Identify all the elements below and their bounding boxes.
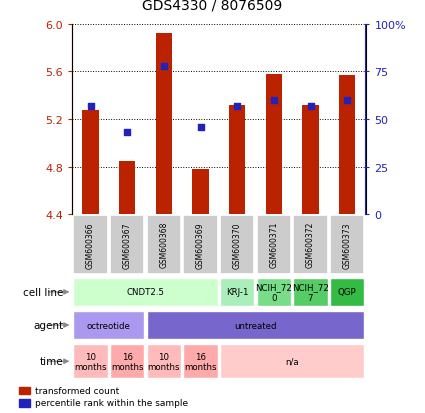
Bar	[229, 106, 246, 215]
Text: KRJ-1: KRJ-1	[226, 288, 249, 297]
Bar	[19, 399, 30, 407]
Point	[87, 103, 94, 110]
FancyBboxPatch shape	[257, 215, 291, 274]
Text: transformed count: transformed count	[35, 386, 119, 395]
FancyBboxPatch shape	[74, 215, 108, 274]
Bar	[339, 76, 355, 215]
Text: NCIH_72
7: NCIH_72 7	[292, 282, 329, 302]
Text: CNDT2.5: CNDT2.5	[127, 288, 164, 297]
Point	[307, 103, 314, 110]
Point	[197, 124, 204, 131]
Text: untreated: untreated	[234, 321, 277, 330]
FancyBboxPatch shape	[330, 278, 364, 306]
Point	[161, 63, 167, 70]
Text: GSM600372: GSM600372	[306, 221, 315, 268]
FancyBboxPatch shape	[183, 344, 218, 378]
Text: QGP: QGP	[338, 288, 357, 297]
Bar	[302, 106, 319, 215]
Text: GDS4330 / 8076509: GDS4330 / 8076509	[142, 0, 283, 12]
FancyBboxPatch shape	[220, 344, 364, 378]
Text: octreotide: octreotide	[87, 321, 131, 330]
Point	[270, 97, 277, 104]
Bar	[156, 34, 172, 215]
FancyBboxPatch shape	[74, 311, 144, 339]
Text: time: time	[40, 356, 64, 366]
Text: GSM600370: GSM600370	[233, 221, 242, 268]
Text: GSM600368: GSM600368	[159, 221, 168, 268]
Bar	[82, 110, 99, 215]
Text: GSM600367: GSM600367	[123, 221, 132, 268]
FancyBboxPatch shape	[110, 215, 144, 274]
Text: n/a: n/a	[285, 357, 299, 366]
FancyBboxPatch shape	[293, 215, 328, 274]
Text: 10
months: 10 months	[147, 352, 180, 371]
Text: 16
months: 16 months	[184, 352, 217, 371]
FancyBboxPatch shape	[74, 278, 218, 306]
FancyBboxPatch shape	[110, 344, 144, 378]
Text: 16
months: 16 months	[111, 352, 144, 371]
FancyBboxPatch shape	[147, 215, 181, 274]
Text: agent: agent	[34, 320, 64, 330]
Text: GSM600371: GSM600371	[269, 221, 278, 268]
Text: GSM600366: GSM600366	[86, 221, 95, 268]
FancyBboxPatch shape	[74, 344, 108, 378]
Text: GSM600369: GSM600369	[196, 221, 205, 268]
Bar	[19, 387, 30, 394]
Bar	[119, 161, 136, 215]
FancyBboxPatch shape	[147, 344, 181, 378]
Point	[234, 103, 241, 110]
FancyBboxPatch shape	[183, 215, 218, 274]
FancyBboxPatch shape	[220, 278, 255, 306]
Point	[124, 130, 130, 136]
Text: cell line: cell line	[23, 287, 64, 297]
FancyBboxPatch shape	[257, 278, 291, 306]
FancyBboxPatch shape	[330, 215, 364, 274]
Text: GSM600373: GSM600373	[343, 221, 351, 268]
Point	[344, 97, 351, 104]
FancyBboxPatch shape	[293, 278, 328, 306]
Bar	[192, 170, 209, 215]
Text: 10
months: 10 months	[74, 352, 107, 371]
FancyBboxPatch shape	[147, 311, 364, 339]
FancyBboxPatch shape	[220, 215, 255, 274]
Text: percentile rank within the sample: percentile rank within the sample	[35, 399, 188, 408]
Bar	[266, 75, 282, 215]
Text: NCIH_72
0: NCIH_72 0	[255, 282, 292, 302]
